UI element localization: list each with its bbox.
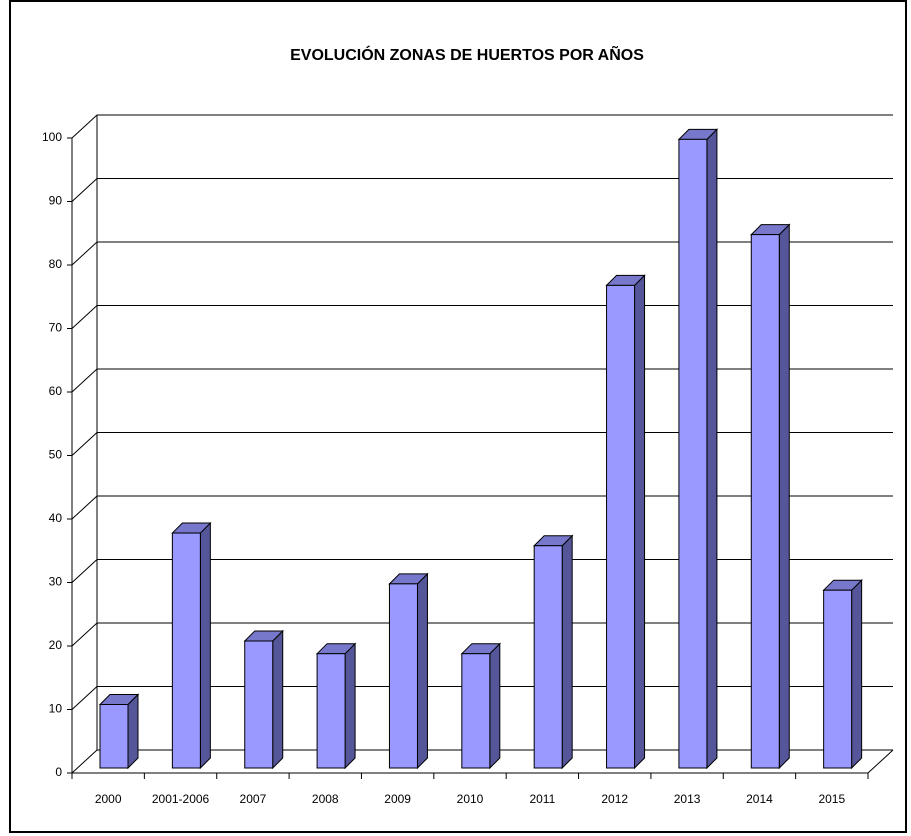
x-tick-label: 2014 [746, 792, 773, 806]
y-tick-label: 30 [49, 575, 63, 589]
grid-diagonal [71, 178, 98, 202]
bar [606, 284, 636, 769]
grid-diagonal [71, 686, 98, 710]
bar-side [199, 521, 211, 770]
x-tick-label: 2009 [384, 792, 411, 806]
grid-diagonal [71, 241, 98, 266]
bar [99, 704, 129, 769]
bar-side [416, 572, 428, 770]
bar [244, 640, 274, 769]
y-tick-label: 60 [49, 384, 63, 398]
bar [461, 653, 491, 769]
bar-side [272, 629, 284, 770]
x-tick-label: 2012 [601, 792, 628, 806]
bar-side [127, 693, 139, 770]
bar [823, 589, 853, 769]
y-tick-label: 20 [49, 638, 63, 652]
bar [750, 234, 780, 769]
grid-diagonal [71, 559, 98, 583]
x-tick-label: 2010 [457, 792, 484, 806]
y-tick-label: 0 [55, 765, 62, 779]
grid-diagonal [71, 749, 98, 774]
grid-diagonal [71, 432, 98, 456]
y-tick-label: 50 [49, 448, 63, 462]
grid-diagonal [71, 305, 98, 329]
floor-right [867, 749, 894, 774]
x-tick-label: 2007 [240, 792, 267, 806]
bar [316, 653, 346, 769]
y-tick-label: 80 [49, 257, 63, 271]
x-tick-label: 2001-2006 [152, 792, 210, 806]
grid-diagonal [71, 368, 98, 393]
x-tick-label: 2008 [312, 792, 339, 806]
bar-side [561, 534, 573, 770]
y-tick-label: 10 [49, 702, 63, 716]
bar-side [344, 642, 356, 770]
grid-diagonal [71, 622, 98, 647]
bar-side [634, 274, 646, 770]
grid-diagonal [71, 114, 98, 139]
y-tick-label: 90 [49, 194, 63, 208]
y-tick-label: 100 [42, 130, 62, 144]
bar [678, 138, 708, 769]
x-tick-label: 2015 [818, 792, 845, 806]
bar [533, 545, 563, 769]
bar-side [851, 578, 863, 770]
chart-title: EVOLUCIÓN ZONAS DE HUERTOS POR AÑOS [290, 44, 644, 64]
bar-side [778, 223, 790, 770]
bar-side [489, 642, 501, 770]
bar-side [706, 128, 718, 770]
bar [388, 583, 418, 769]
x-tick-label: 2000 [95, 792, 122, 806]
bar [171, 532, 201, 769]
x-tick-label: 2013 [674, 792, 701, 806]
grid-diagonal [71, 495, 98, 520]
y-tick-label: 40 [49, 511, 63, 525]
x-tick-label: 2011 [529, 792, 555, 806]
y-tick-label: 70 [49, 321, 63, 335]
